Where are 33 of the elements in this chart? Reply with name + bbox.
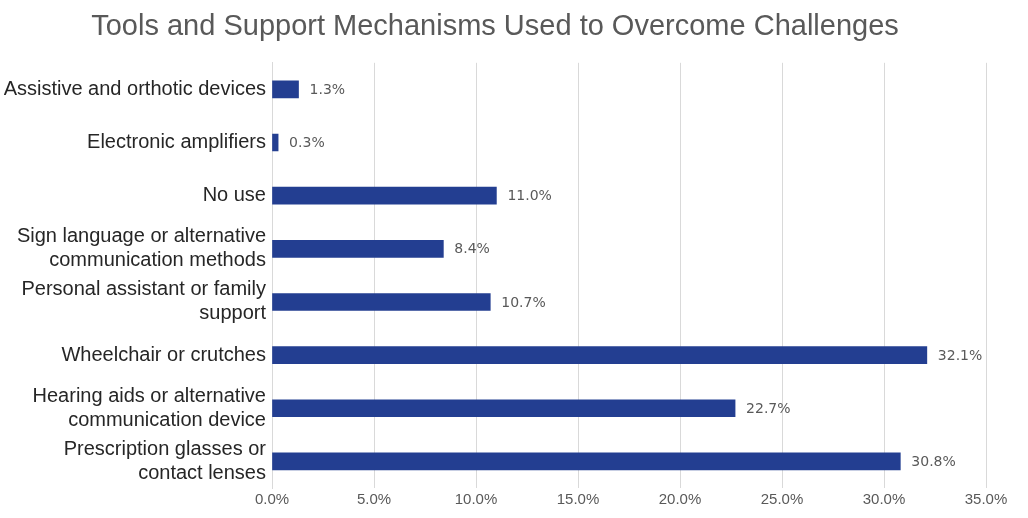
data-label: 0.3% [289,134,325,151]
bar [272,452,901,471]
y-tick-label: Personal assistant or family support [21,277,267,324]
y-tick-label: Sign language or alternative communication methods [16,224,266,271]
y-tick-label: Hearing aids or alternative communication device [32,383,266,430]
y-tick-label: Wheelchair or crutches [61,342,266,365]
data-label: 1.3% [309,81,346,98]
data-label: 32.1% [937,346,983,363]
bar [272,240,444,258]
x-tick-label: 20.0% [658,490,702,508]
x-tick-label: 30.0% [862,490,906,508]
bar [272,186,497,205]
bar [272,346,928,364]
y-tick-label: Assistive and orthotic devices [3,76,266,99]
data-label: 10.7% [501,293,546,310]
y-tick-label: Prescription glasses or contact lenses [63,436,267,483]
bar [272,80,299,99]
x-tick-label: 5.0% [356,490,392,508]
x-tick-label: 15.0% [556,490,600,508]
bar [272,133,279,152]
x-tick-label: 0.0% [254,490,290,508]
data-label: 22.7% [746,399,791,416]
x-tick-label: 10.0% [454,490,498,508]
bar [272,399,736,418]
chart-title: Tools and Support Mechanisms Used to Overcome Challenges [91,9,899,42]
x-tick-label: 25.0% [760,490,804,508]
y-tick-label: Electronic amplifiers [87,130,266,153]
x-tick-label: 35.0% [964,490,1008,508]
data-label: 30.8% [911,453,956,470]
data-label: 8.4% [454,240,490,257]
data-label: 11.0% [507,187,552,204]
y-tick-label: No use [202,183,266,206]
bar [272,293,491,311]
